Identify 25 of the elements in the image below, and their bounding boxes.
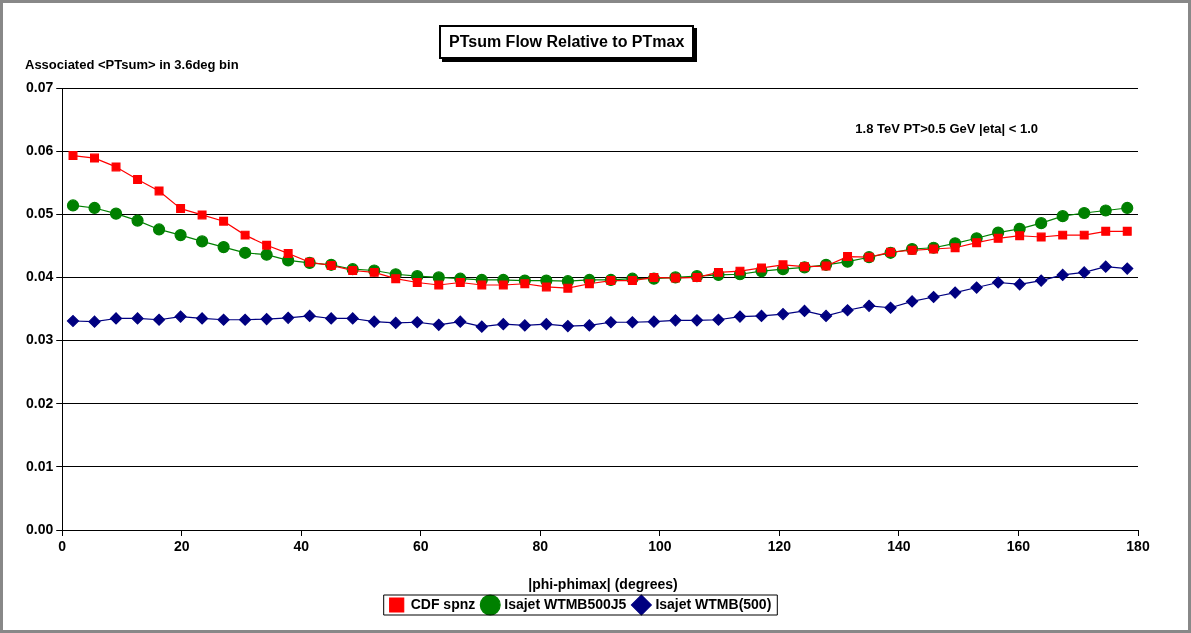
y-tick-label: 0.06 (26, 142, 54, 158)
y-tick-label: 0.03 (26, 331, 54, 348)
y-tick-label: 0.05 (26, 205, 54, 222)
x-tick-label: 120 (767, 538, 792, 555)
annotation: 1.8 TeV PT>0.5 GeV |eta| < 1.0 (855, 121, 1038, 136)
legend-label: Isajet WTMB(500) (655, 595, 772, 612)
chart-title: PTsum Flow Relative to PTmax (439, 25, 695, 59)
y-tick-label: 0.07 (26, 78, 54, 95)
x-tick-label: 20 (173, 538, 190, 555)
legend-label: CDF spnz (410, 595, 476, 612)
x-tick-label: 160 (1006, 538, 1031, 555)
x-tick-label: 140 (887, 538, 911, 555)
y-tick-label: 0.01 (26, 457, 54, 474)
x-axis-title: |phi-phimax| (degrees) (527, 576, 679, 592)
x-tick-label: 0 (58, 538, 67, 555)
y-axis-title: Associated <PTsum> in 3.6deg bin (25, 57, 239, 72)
x-tick-label: 100 (648, 538, 672, 555)
y-tick-label: 0.02 (26, 394, 54, 411)
x-tick-label: 180 (1126, 538, 1150, 555)
x-tick-label: 80 (532, 538, 549, 555)
y-tick-label: 0.00 (26, 520, 54, 537)
x-tick-label: 40 (293, 538, 310, 555)
legend-label: Isajet WTMB500J5 (504, 595, 627, 612)
x-tick-label: 60 (413, 538, 429, 555)
y-tick-label: 0.04 (26, 268, 54, 285)
